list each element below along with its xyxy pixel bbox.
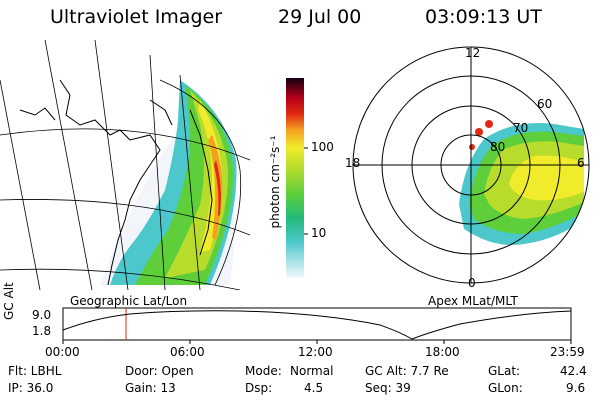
altitude-xtick-2: 12:00: [298, 345, 333, 359]
colorbar-tick-10: 10: [311, 226, 327, 240]
geographic-map: [0, 40, 251, 290]
info-dsp-value: 4.5: [304, 381, 324, 395]
altitude-ytick-low: 1.8: [32, 324, 52, 338]
color-bar: [286, 78, 308, 278]
coastline: [19, 79, 213, 286]
info-gcalt: GC Alt: 7.7 Re: [365, 364, 449, 378]
mlt-label-18: 18: [345, 156, 361, 170]
date-label: 29 Jul 00: [278, 6, 362, 28]
polar-caption: Apex MLat/MLT: [428, 294, 518, 308]
info-glon-label: GLon:: [488, 381, 523, 395]
info-ip: IP: 36.0: [8, 381, 54, 395]
mlt-label-6: 6: [577, 156, 585, 170]
info-dsp-label: Dsp:: [245, 381, 273, 395]
info-seq: Seq: 39: [365, 381, 411, 395]
altitude-plot: [62, 307, 572, 344]
mlat-label-80: 80: [490, 140, 506, 154]
altitude-curve: [62, 310, 572, 340]
time-label: 03:09:13 UT: [425, 6, 542, 28]
mlt-label-0: 0: [468, 276, 476, 290]
info-glon-value: 9.6: [566, 381, 586, 395]
info-mode-label: Mode:: [245, 364, 282, 378]
info-gain: Gain: 13: [125, 381, 176, 395]
altitude-xtick-3: 18:00: [425, 345, 460, 359]
colorbar-tick-100: 100: [311, 140, 334, 154]
info-mode-value: Normal: [290, 364, 334, 378]
altitude-xtick-0: 00:00: [45, 345, 80, 359]
info-glat-label: GLat:: [488, 364, 521, 378]
mlat-label-60: 60: [537, 97, 553, 111]
polar-plot: [352, 46, 590, 284]
geo-caption: Geographic Lat/Lon: [70, 294, 188, 308]
colorbar-axis-label: photon cm⁻²s⁻¹: [268, 135, 282, 229]
info-glat-value: 42.4: [560, 364, 587, 378]
altitude-xtick-4: 23:59: [550, 345, 585, 359]
altitude-xtick-1: 06:00: [170, 345, 205, 359]
instrument-title: Ultraviolet Imager: [50, 6, 223, 28]
info-door: Door: Open: [125, 364, 194, 378]
info-flt: Flt: LBHL: [8, 364, 62, 378]
mlat-label-70: 70: [513, 121, 529, 135]
mlt-label-12: 12: [465, 46, 481, 60]
altitude-ylabel: GC Alt: [2, 282, 16, 320]
altitude-ytick-high: 9.0: [32, 308, 52, 322]
